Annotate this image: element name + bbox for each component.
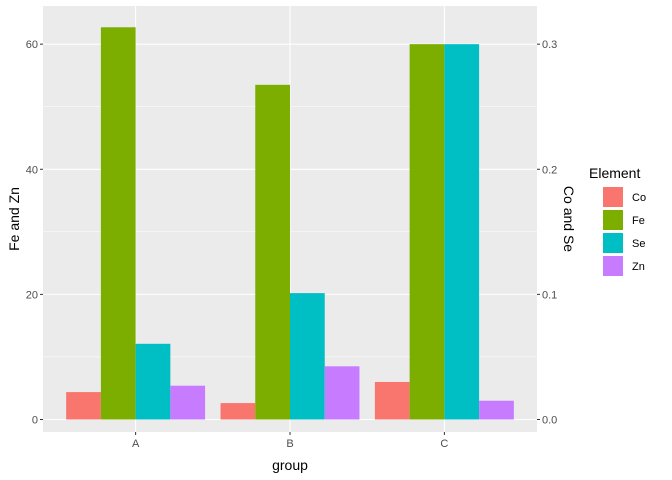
left-y-tick-label: 0 [32,414,38,426]
legend-label-co: Co [632,192,646,204]
bar-fe-b [255,84,290,420]
legend-swatch-co [603,187,623,207]
right-y-tick-label: 0.2 [542,164,557,176]
axes: 0 20 40 60 0.0 0.1 0.2 0.3 A B C [26,39,558,450]
x-tick-label: B [286,438,293,450]
legend: Element Co Fe Se Zn [589,165,646,276]
x-tick-label: A [132,438,140,450]
bar-co-a [66,392,101,420]
right-y-tick-label: 0.1 [542,289,557,301]
legend-label-fe: Fe [632,215,645,227]
left-y-tick-label: 40 [26,164,38,176]
left-y-tick-label: 20 [26,289,38,301]
bar-se-c [444,44,480,420]
right-y-axis-title: Co and Se [561,186,577,252]
bar-fe-a [100,27,136,420]
bar-se-a [135,343,171,420]
bar-co-b [220,403,256,420]
bar-se-b [290,293,325,420]
legend-swatch-se [603,233,623,253]
x-tick-label: C [440,438,448,450]
left-y-axis-title: Fe and Zn [6,187,22,251]
bar-co-c [374,381,410,420]
x-axis-title: group [272,457,308,473]
bar-zn-c [479,400,514,420]
bars [66,27,514,420]
bar-zn-a [170,385,206,420]
legend-swatch-zn [603,256,623,276]
legend-swatch-fe [603,210,623,230]
legend-label-se: Se [632,238,645,250]
right-y-tick-label: 0.3 [542,39,557,51]
legend-label-zn: Zn [632,261,645,273]
right-y-tick-label: 0.0 [542,414,557,426]
bar-zn-b [324,366,360,420]
left-y-tick-label: 60 [26,39,38,51]
bar-fe-c [409,44,445,420]
legend-title: Element [589,165,640,181]
